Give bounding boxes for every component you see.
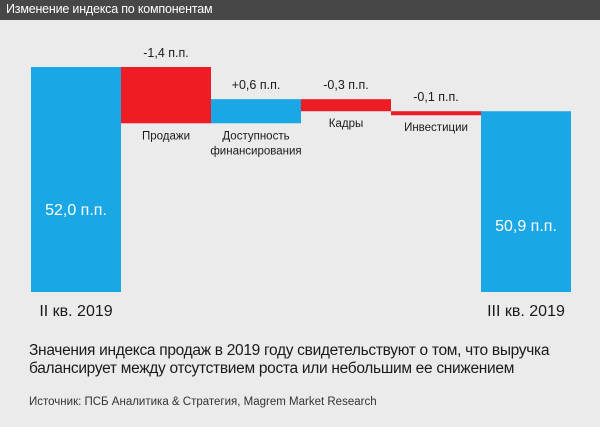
bar-start-category-label: II кв. 2019	[39, 303, 112, 320]
bar-end-category-label: III кв. 2019	[487, 303, 565, 320]
bar-step-4	[391, 111, 481, 116]
chart-caption: Значения индекса продаж в 2019 году свид…	[29, 342, 589, 378]
bar-step-4-value-label: -0,1 п.п.	[413, 90, 459, 104]
chart-header: Изменение индекса по компонентам	[0, 0, 600, 20]
chart-title: Изменение индекса по компонентам	[6, 2, 213, 16]
bar-step-3-value-label: -0,3 п.п.	[323, 78, 369, 92]
bar-end	[481, 111, 571, 292]
bar-step-2-category-label: Доступность	[222, 130, 289, 142]
bar-end-value-label: 50,9 п.п.	[495, 218, 557, 235]
bar-step-1-value-label: -1,4 п.п.	[143, 46, 189, 60]
bar-step-2	[211, 99, 301, 124]
caption-line-2: балансирует между отсутствием роста или …	[29, 360, 515, 377]
bar-step-4-category-label: Инвестиции	[404, 122, 468, 134]
bar-step-3	[301, 99, 391, 112]
source-note: Источник: ПСБ Аналитика & Стратегия, Mag…	[29, 396, 377, 408]
bar-step-1-category-label: Продажи	[142, 130, 190, 142]
caption-line-1: Значения индекса продаж в 2019 году свид…	[29, 342, 550, 359]
bar-step-2-category-label: финансирования	[210, 145, 301, 157]
bar-step-2-value-label: +0,6 п.п.	[232, 78, 281, 92]
bar-step-1	[121, 67, 211, 124]
bar-start-value-label: 52,0 п.п.	[45, 202, 107, 219]
bar-step-3-category-label: Кадры	[329, 118, 363, 130]
waterfall-chart: 52,0 п.п. II кв. 2019 -1,4 п.п. Продажи +0,6…	[31, 46, 571, 320]
bar-start	[31, 67, 121, 292]
